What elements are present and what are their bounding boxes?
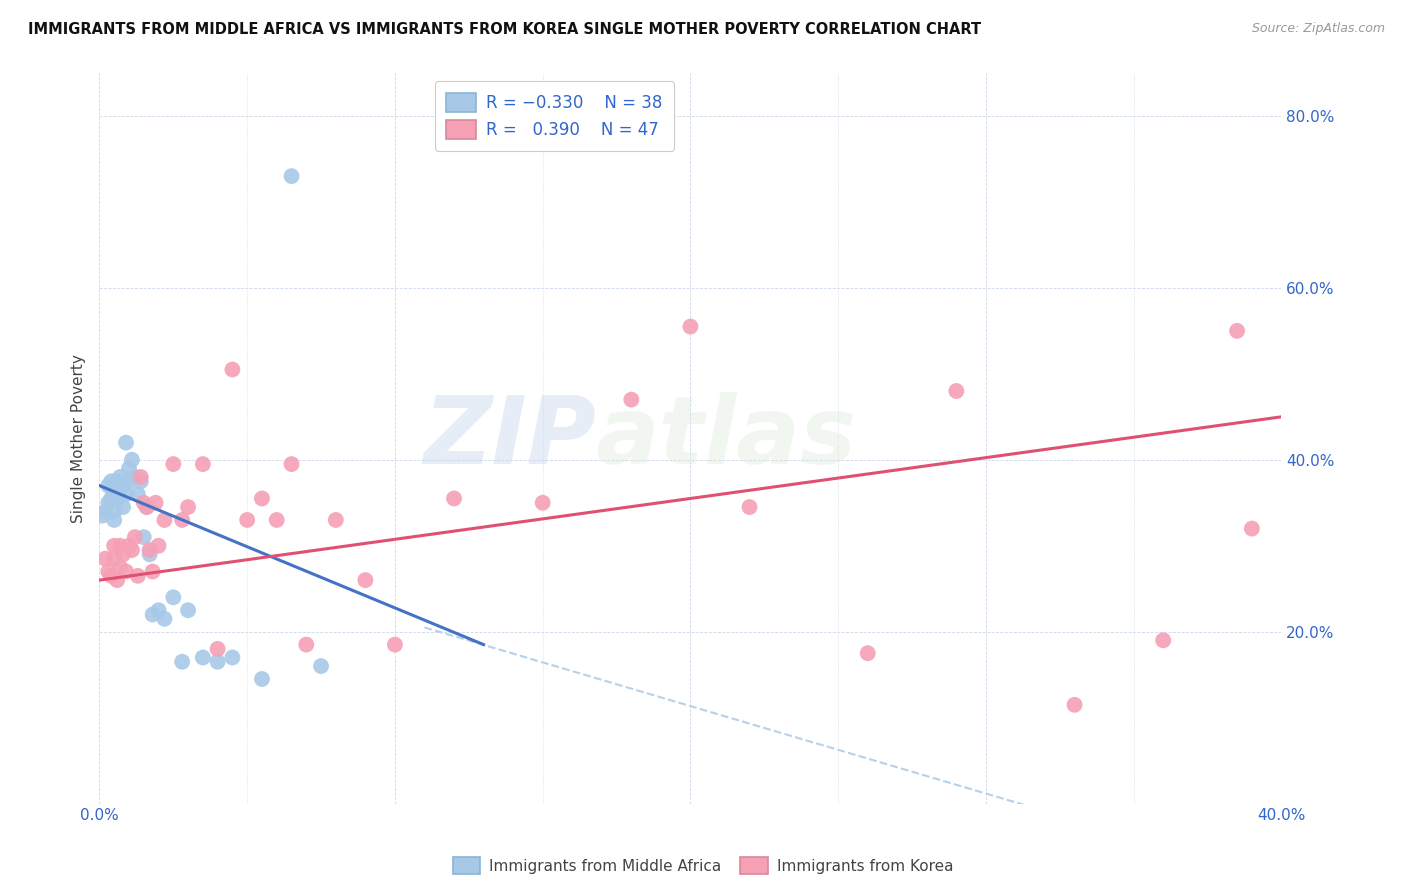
Point <box>135 500 157 514</box>
Point <box>1240 522 1263 536</box>
Point <box>148 603 170 617</box>
Point <box>105 475 128 489</box>
Point <box>191 650 214 665</box>
Point <box>177 603 200 617</box>
Point <box>115 435 138 450</box>
Point <box>121 452 143 467</box>
Point <box>118 539 141 553</box>
Point <box>138 543 160 558</box>
Point <box>172 513 194 527</box>
Point <box>112 478 135 492</box>
Y-axis label: Single Mother Poverty: Single Mother Poverty <box>72 354 86 523</box>
Point <box>738 500 761 514</box>
Point <box>127 487 149 501</box>
Point <box>108 560 131 574</box>
Point <box>97 496 120 510</box>
Point <box>679 319 702 334</box>
Point <box>121 543 143 558</box>
Point <box>108 539 131 553</box>
Point <box>221 650 243 665</box>
Point <box>127 569 149 583</box>
Point <box>153 612 176 626</box>
Point <box>124 470 146 484</box>
Point <box>945 384 967 398</box>
Legend: R = −0.330    N = 38, R =   0.390    N = 47: R = −0.330 N = 38, R = 0.390 N = 47 <box>434 81 675 151</box>
Point <box>250 672 273 686</box>
Point <box>443 491 465 506</box>
Point <box>1063 698 1085 712</box>
Point <box>325 513 347 527</box>
Point <box>94 551 117 566</box>
Point <box>856 646 879 660</box>
Point <box>103 487 125 501</box>
Point <box>100 475 122 489</box>
Point <box>115 487 138 501</box>
Text: ZIP: ZIP <box>423 392 596 484</box>
Point <box>1152 633 1174 648</box>
Point <box>280 457 302 471</box>
Point <box>105 491 128 506</box>
Point <box>118 475 141 489</box>
Point <box>142 607 165 622</box>
Point <box>309 659 332 673</box>
Point <box>124 530 146 544</box>
Point <box>295 638 318 652</box>
Point <box>97 478 120 492</box>
Point <box>132 496 155 510</box>
Text: atlas: atlas <box>596 392 858 484</box>
Point <box>148 539 170 553</box>
Point <box>100 491 122 506</box>
Point <box>1226 324 1249 338</box>
Legend: Immigrants from Middle Africa, Immigrants from Korea: Immigrants from Middle Africa, Immigrant… <box>447 851 959 880</box>
Point <box>250 491 273 506</box>
Point <box>115 565 138 579</box>
Point <box>145 496 167 510</box>
Point <box>142 565 165 579</box>
Point <box>103 551 125 566</box>
Point <box>129 475 152 489</box>
Point <box>118 461 141 475</box>
Point <box>207 655 229 669</box>
Point <box>207 641 229 656</box>
Point <box>236 513 259 527</box>
Point <box>112 547 135 561</box>
Point <box>108 470 131 484</box>
Point <box>266 513 288 527</box>
Point <box>97 565 120 579</box>
Point <box>153 513 176 527</box>
Point <box>103 539 125 553</box>
Text: IMMIGRANTS FROM MIDDLE AFRICA VS IMMIGRANTS FROM KOREA SINGLE MOTHER POVERTY COR: IMMIGRANTS FROM MIDDLE AFRICA VS IMMIGRA… <box>28 22 981 37</box>
Point <box>191 457 214 471</box>
Point <box>112 500 135 514</box>
Point <box>162 591 184 605</box>
Point <box>384 638 406 652</box>
Point <box>103 513 125 527</box>
Point <box>172 655 194 669</box>
Point <box>100 569 122 583</box>
Point <box>177 500 200 514</box>
Point <box>138 547 160 561</box>
Point <box>162 457 184 471</box>
Point <box>354 573 377 587</box>
Point <box>620 392 643 407</box>
Point <box>108 483 131 497</box>
Point <box>94 504 117 518</box>
Point <box>129 470 152 484</box>
Point <box>105 573 128 587</box>
Point <box>103 504 125 518</box>
Point <box>132 530 155 544</box>
Point <box>221 362 243 376</box>
Point <box>91 508 114 523</box>
Point <box>531 496 554 510</box>
Point <box>280 169 302 183</box>
Point <box>135 500 157 514</box>
Text: Source: ZipAtlas.com: Source: ZipAtlas.com <box>1251 22 1385 36</box>
